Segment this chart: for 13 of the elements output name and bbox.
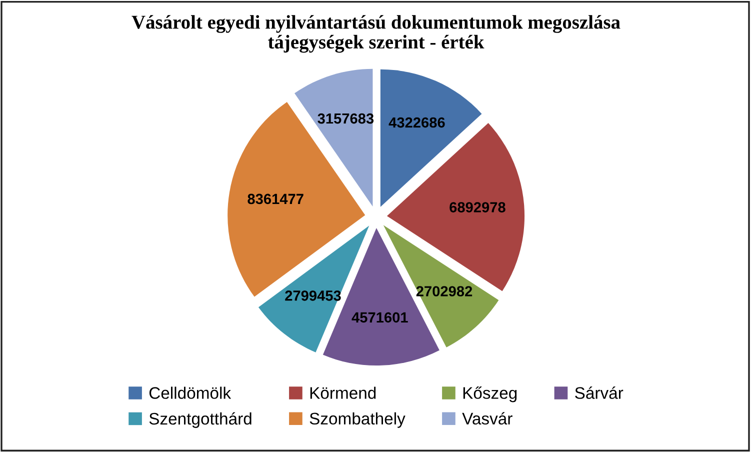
legend-label: Szentgotthárd (149, 412, 252, 428)
data-label: 6892978 (450, 202, 506, 212)
legend-label: Sárvár (575, 386, 624, 399)
legend-label: Celldömölk (149, 386, 232, 399)
legend-label: Körmend (310, 386, 376, 399)
data-label: 4322686 (388, 117, 445, 128)
data-label: 8361477 (248, 194, 304, 204)
data-label: 4571601 (352, 312, 408, 323)
legend-label: Szombathely (310, 412, 406, 428)
chart-title: Vásárolt egyedi nyilvántartású dokumentumok megoszlása tájegységek szerint - érték (132, 15, 620, 53)
legend-label: Kőszeg (463, 386, 517, 402)
legend-label: Vasvár (462, 412, 512, 425)
data-label: 3157683 (318, 113, 374, 124)
